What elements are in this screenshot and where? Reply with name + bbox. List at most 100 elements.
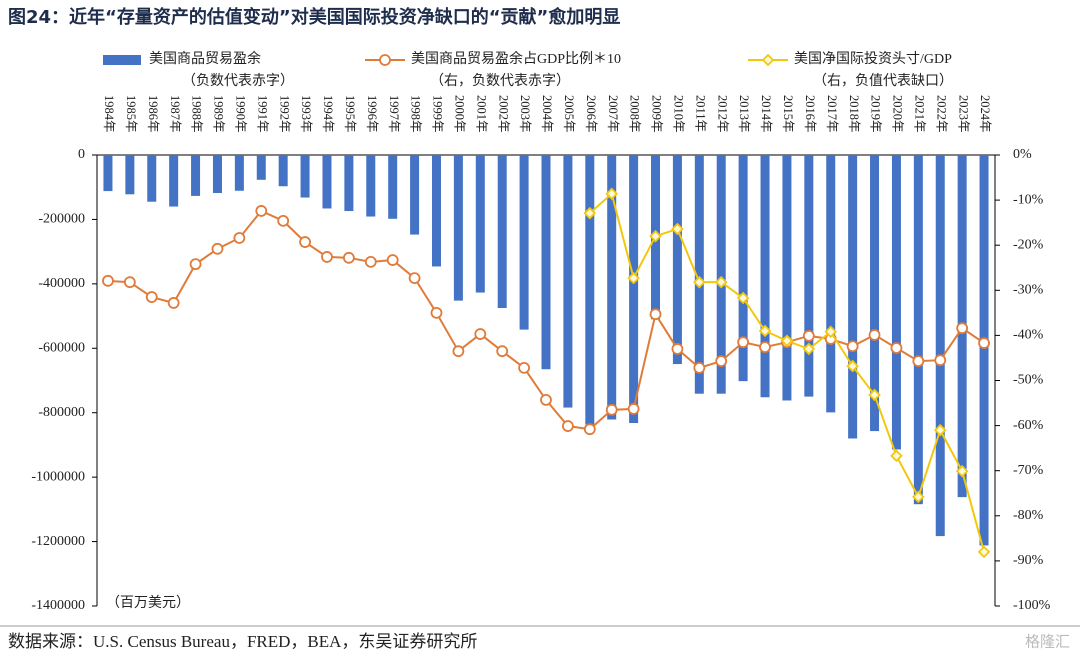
x-tick-label: 2001年 xyxy=(474,95,488,133)
point xyxy=(912,355,925,368)
point xyxy=(233,232,246,244)
point xyxy=(123,276,136,289)
point xyxy=(977,545,991,559)
bar xyxy=(322,155,332,209)
x-tick-label: 2004年 xyxy=(540,95,554,133)
y2-tick-label: -70% xyxy=(1013,463,1044,478)
point xyxy=(562,420,574,432)
bar xyxy=(125,155,135,195)
y-tick-label: -1400000 xyxy=(31,598,85,613)
x-tick-label: 2009年 xyxy=(650,95,664,133)
point xyxy=(737,336,750,349)
point xyxy=(189,258,202,271)
source: 数据来源：U.S. Census Bureau，FRED，BEA，东吴证券研究所 xyxy=(8,632,477,651)
x-tick-label: 2024年 xyxy=(978,95,992,133)
bar xyxy=(431,155,441,267)
x-tick-label: 2005年 xyxy=(562,95,576,133)
point xyxy=(671,222,684,236)
point xyxy=(430,306,443,319)
point xyxy=(890,342,903,354)
chart-title: 图24：近年“存量资产的估值变动”对美国国际投资净缺口的“贡献”愈加明显 xyxy=(8,6,620,28)
x-tick-label: 1990年 xyxy=(233,95,247,133)
bar xyxy=(278,155,288,187)
y2-tick-label: -100% xyxy=(1013,598,1051,613)
y-tick-label: -200000 xyxy=(38,212,85,227)
y2-tick-label: -80% xyxy=(1013,508,1044,523)
bar xyxy=(497,155,507,309)
bar xyxy=(475,155,485,293)
bar xyxy=(191,155,201,196)
y2-tick-label: -20% xyxy=(1013,237,1044,252)
bar xyxy=(870,155,880,432)
legend-label: 美国商品贸易盈余 xyxy=(149,50,261,67)
bar xyxy=(410,155,420,235)
point xyxy=(342,251,355,264)
x-tick-label: 1997年 xyxy=(387,95,401,133)
point xyxy=(211,242,224,255)
bar xyxy=(366,155,376,217)
point xyxy=(715,355,728,368)
point xyxy=(693,361,706,374)
x-tick-label: 1999年 xyxy=(431,95,445,133)
legend-note: （右，负值代表缺口） xyxy=(813,73,953,89)
y2-tick-label: -40% xyxy=(1013,328,1044,343)
x-tick-label: 2008年 xyxy=(628,95,642,133)
point xyxy=(299,236,311,248)
x-tick-label: 1985年 xyxy=(124,95,138,133)
point xyxy=(627,271,640,285)
y2-tick-label: -60% xyxy=(1013,418,1044,433)
x-tick-label: 2003年 xyxy=(518,95,532,133)
x-tick-label: 1989年 xyxy=(212,95,226,133)
bar xyxy=(738,155,748,382)
point xyxy=(671,343,684,355)
x-tick-label: 2022年 xyxy=(934,95,948,133)
x-tick-label: 2012年 xyxy=(715,95,729,133)
point xyxy=(386,254,399,266)
x-tick-label: 1996年 xyxy=(365,95,379,133)
y-tick-label: -1000000 xyxy=(31,469,85,484)
point xyxy=(759,341,771,354)
bar xyxy=(234,155,244,191)
point xyxy=(868,329,881,341)
point xyxy=(761,53,775,67)
x-tick-label: 1984年 xyxy=(102,95,116,133)
bar xyxy=(782,155,792,401)
point xyxy=(802,329,815,342)
point xyxy=(605,403,618,416)
point xyxy=(321,251,333,263)
x-tick-label: 2002年 xyxy=(496,95,510,133)
point xyxy=(605,187,618,201)
y2-tick-label: -30% xyxy=(1013,283,1044,298)
bar xyxy=(804,155,814,397)
point xyxy=(649,308,662,321)
bar xyxy=(256,155,266,180)
bar xyxy=(519,155,529,330)
y-tick-label: -800000 xyxy=(38,405,85,420)
point xyxy=(627,403,640,415)
bar xyxy=(979,155,989,546)
x-tick-label: 2010年 xyxy=(672,95,686,133)
legend-swatch xyxy=(103,55,141,65)
point xyxy=(736,291,750,305)
x-tick-label: 2007年 xyxy=(606,95,620,133)
legend-label: 美国商品贸易盈余占GDP比例＊10 xyxy=(411,50,621,67)
y-tick-label: -600000 xyxy=(38,341,85,356)
x-tick-label: 1994年 xyxy=(321,95,335,133)
legend-note: （右，负数代表赤字） xyxy=(430,73,570,89)
legend-label: 美国净国际投资头寸/GDP xyxy=(794,51,952,67)
x-tick-label: 2013年 xyxy=(737,95,751,133)
point xyxy=(780,334,794,348)
bar xyxy=(212,155,222,194)
y2-tick-label: -90% xyxy=(1013,553,1044,568)
x-tick-label: 2020年 xyxy=(891,95,905,133)
x-tick-label: 1987年 xyxy=(168,95,182,133)
point xyxy=(933,423,947,437)
point xyxy=(474,328,487,340)
point xyxy=(912,490,925,504)
point xyxy=(846,340,859,353)
point xyxy=(714,275,728,289)
x-tick-label: 1986年 xyxy=(146,95,160,133)
x-tick-label: 1991年 xyxy=(255,95,269,133)
point xyxy=(934,354,947,367)
point xyxy=(364,255,377,268)
